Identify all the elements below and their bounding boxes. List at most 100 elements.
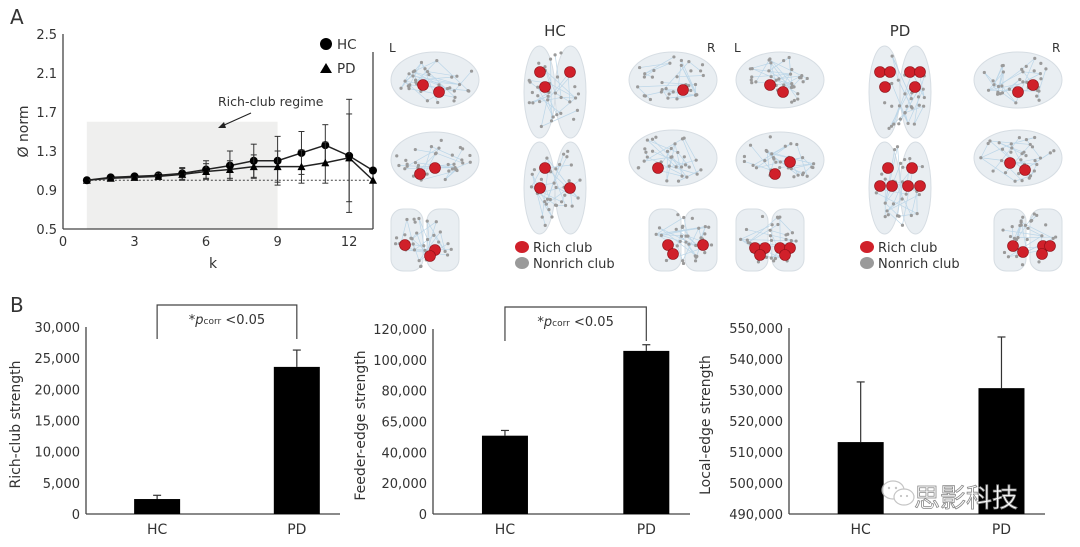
rich-club-node [534, 182, 546, 194]
legend-rich-club-marker [515, 241, 529, 253]
network-edge [791, 163, 814, 170]
nonrich-node [671, 90, 675, 94]
legend-label-pd: PD [337, 61, 356, 77]
nonrich-node [425, 69, 430, 74]
network-edge [904, 93, 912, 107]
brain-right-medial [628, 129, 718, 187]
nonrich-node [559, 111, 563, 115]
nonrich-node [652, 68, 656, 73]
annotation-arrowhead [218, 122, 226, 128]
nonrich-node [889, 124, 894, 128]
nonrich-node [776, 222, 780, 227]
nonrich-node [1021, 80, 1025, 84]
network-edge [796, 144, 808, 177]
network-edge [988, 71, 1024, 91]
brain-bottom-view [868, 141, 932, 235]
nonrich-node [893, 148, 897, 152]
nonrich-node [553, 203, 558, 207]
nonrich-node [674, 165, 678, 169]
nonrich-node [403, 233, 407, 237]
nonrich-node [1017, 135, 1021, 140]
brain-left-lateral [735, 51, 825, 109]
nonrich-node [769, 238, 774, 243]
nonrich-node [399, 86, 403, 90]
nonrich-node [395, 154, 399, 158]
y-tick-label: 40,000 [382, 446, 428, 461]
rich-club-node [884, 66, 896, 78]
nonrich-node [790, 231, 794, 235]
nonrich-node [886, 213, 890, 217]
nonrich-node [689, 69, 693, 73]
nonrich-node [543, 223, 547, 227]
nonrich-node [565, 155, 569, 159]
nonrich-node [436, 100, 440, 105]
nonrich-node [660, 80, 664, 85]
x-tick-label: HC [147, 522, 168, 538]
nonrich-node [1037, 260, 1041, 264]
nonrich-node [1033, 135, 1037, 140]
nonrich-node [796, 173, 800, 177]
brain-top-view [523, 45, 587, 139]
nonrich-node [543, 65, 547, 69]
y-tick-label: 0 [72, 508, 80, 523]
brain-outline [390, 131, 480, 189]
network-edge [421, 170, 458, 181]
nonrich-node [676, 213, 680, 217]
nonrich-node [916, 95, 921, 99]
y-tick-label: 1.7 [36, 106, 57, 121]
y-tick-label: 550,000 [729, 322, 783, 337]
brain-hemisphere [426, 208, 460, 272]
nonrich-node [903, 157, 907, 162]
rich-club-node [886, 180, 898, 192]
nonrich-node [425, 99, 430, 103]
network-edge [1001, 85, 1017, 104]
data-point-pd [106, 174, 115, 182]
nonrich-node [566, 149, 570, 153]
nonrich-node [742, 154, 747, 159]
nonrich-node [680, 137, 685, 141]
rich-club-node [769, 168, 781, 180]
nonrich-node [1024, 64, 1028, 68]
network-edge [1021, 224, 1043, 237]
rich-club-node [424, 250, 436, 262]
nonrich-node [1035, 94, 1039, 98]
nonrich-node [1033, 56, 1037, 60]
network-edge [914, 106, 924, 125]
network-edge [984, 72, 999, 93]
left-hemisphere-label: L [734, 41, 741, 55]
nonrich-node [419, 60, 424, 65]
nonrich-node [1013, 179, 1017, 183]
nonrich-node [405, 217, 409, 222]
nonrich-node [1028, 174, 1033, 178]
nonrich-node [996, 84, 1001, 89]
network-edge [637, 84, 686, 88]
rich-club-node [677, 84, 689, 96]
nonrich-node [750, 81, 754, 85]
nonrich-node [992, 83, 996, 87]
nonrich-node [792, 85, 796, 89]
nonrich-node [417, 258, 421, 263]
network-edge [537, 87, 554, 118]
nonrich-node [1039, 61, 1043, 65]
nonrich-node [1001, 70, 1005, 74]
nonrich-node [457, 82, 462, 87]
y-tick-label: 540,000 [729, 353, 783, 368]
rich-club-node [433, 86, 445, 98]
nonrich-node [1035, 213, 1039, 218]
nonrich-node [397, 163, 401, 168]
brain-hemisphere [554, 45, 587, 139]
rich-club-node [697, 239, 709, 251]
network-edge [662, 82, 696, 85]
rich-club-node [1019, 164, 1031, 176]
y-tick-label: 0.9 [36, 184, 57, 199]
nonrich-node [687, 242, 691, 246]
network-edge [897, 181, 903, 216]
panel-label-a: A [10, 5, 24, 29]
network-edge [454, 70, 472, 92]
nonrich-node [880, 172, 884, 176]
nonrich-node [1044, 223, 1048, 227]
brain-outline [628, 51, 718, 109]
nonrich-node [687, 60, 691, 64]
nonrich-node [443, 177, 447, 182]
network-edge [414, 235, 435, 251]
